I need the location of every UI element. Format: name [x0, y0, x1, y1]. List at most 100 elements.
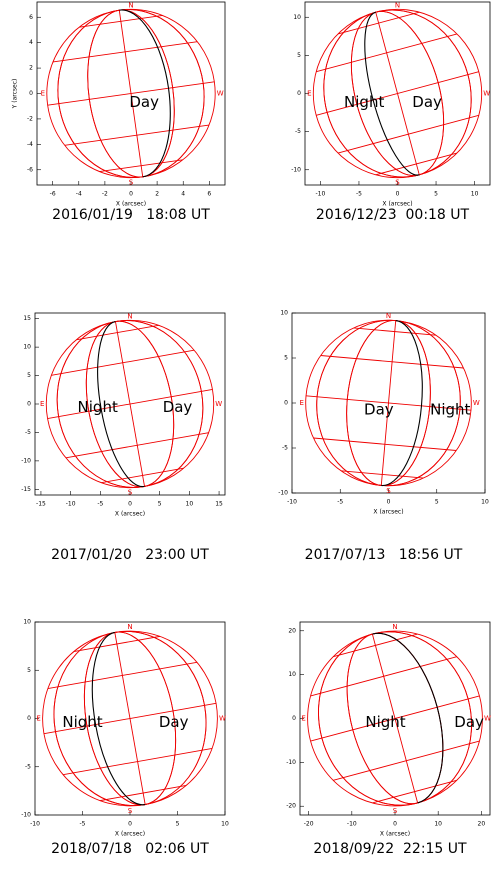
pole-label: N — [395, 1, 400, 9]
parallel — [305, 395, 472, 411]
y-tick-label: -10 — [278, 490, 288, 497]
region-label: Night — [62, 713, 102, 731]
parallel — [79, 15, 163, 28]
parallel — [51, 349, 195, 376]
pole-label: S — [393, 807, 398, 815]
region-label: Day — [412, 93, 442, 111]
pole-label: S — [129, 179, 134, 187]
globe — [312, 8, 483, 179]
y-tick-label: 10 — [23, 619, 31, 626]
x-tick-label: -6 — [50, 191, 56, 198]
x-tick-label: 0 — [128, 821, 132, 828]
x-axis-label: X (arcsec) — [380, 831, 410, 838]
y-tick-label: -15 — [21, 486, 31, 493]
terminator — [97, 321, 145, 488]
caption: 2018/07/18 02:06 UT — [51, 841, 209, 857]
parallel — [316, 33, 458, 73]
x-tick-label: -15 — [36, 501, 46, 508]
pole-label: N — [386, 312, 391, 320]
x-tick-label: 15 — [215, 501, 223, 508]
pole-label: E — [299, 399, 303, 407]
x-tick-label: 10 — [434, 821, 442, 828]
terminator — [91, 631, 146, 806]
parallel — [64, 124, 210, 146]
x-tick-label: -5 — [80, 821, 86, 828]
y-tick-label: -5 — [282, 445, 288, 452]
x-tick-label: -10 — [347, 821, 357, 828]
y-tick-label: -10 — [21, 457, 31, 464]
x-tick-label: 0 — [393, 821, 397, 828]
x-axis-label: X (arcsec) — [382, 201, 412, 208]
x-tick-label: -10 — [316, 191, 326, 198]
parallel — [65, 432, 209, 459]
terminator — [119, 9, 171, 178]
region-label: Day — [159, 713, 189, 731]
pole-label: W — [483, 90, 490, 98]
y-tick-label: 0 — [27, 401, 31, 408]
region-label: Night — [78, 398, 118, 416]
region-label: Night — [430, 401, 470, 419]
x-tick-label: -10 — [30, 821, 40, 828]
x-tick-label: 2 — [155, 191, 159, 198]
y-tick-label: 0 — [292, 715, 296, 722]
globe — [46, 8, 216, 179]
y-tick-label: -5 — [295, 128, 301, 135]
pole-label: S — [128, 489, 133, 497]
parallel — [52, 41, 198, 63]
x-tick-label: 0 — [387, 499, 391, 506]
parallel — [340, 470, 424, 479]
x-tick-label: 0 — [129, 191, 133, 198]
parallel — [101, 467, 184, 484]
pole-label: W — [217, 90, 224, 98]
pole-label: N — [127, 312, 132, 320]
pole-label: S — [128, 807, 133, 815]
pole-label: W — [473, 399, 480, 407]
x-tick-label: -4 — [76, 191, 82, 198]
y-tick-label: 5 — [27, 667, 31, 674]
y-tick-label: -20 — [286, 803, 296, 810]
y-tick-label: 10 — [280, 310, 288, 317]
y-tick-label: -4 — [27, 141, 33, 148]
y-tick-label: 6 — [29, 14, 33, 21]
pole-label: W — [215, 400, 222, 408]
parallel — [310, 695, 480, 742]
x-axis-label: X (arcsec) — [115, 511, 145, 518]
y-tick-label: -6 — [27, 166, 33, 173]
parallel — [333, 633, 418, 658]
x-tick-label: -10 — [287, 499, 297, 506]
caption: 2017/01/20 23:00 UT — [51, 547, 209, 563]
pole-label: N — [127, 623, 132, 631]
caption: 2017/07/13 18:56 UT — [305, 547, 463, 563]
globe — [305, 319, 472, 487]
parallel — [313, 437, 457, 451]
globe — [42, 630, 218, 807]
y-tick-label: -5 — [25, 429, 31, 436]
x-tick-label: 5 — [434, 191, 438, 198]
caption: 2016/01/19 18:08 UT — [52, 207, 210, 223]
terminator — [372, 632, 444, 804]
pole-label: E — [307, 90, 311, 98]
y-tick-label: 5 — [297, 52, 301, 59]
y-tick-label: 0 — [297, 90, 301, 97]
y-tick-label: 15 — [23, 315, 31, 322]
pole-label: W — [219, 715, 226, 723]
pole-label: N — [128, 1, 133, 9]
region-label: Day — [163, 398, 193, 416]
terminator — [364, 11, 420, 176]
y-tick-label: 10 — [288, 671, 296, 678]
parallel — [100, 785, 187, 802]
x-tick-label: 10 — [186, 501, 194, 508]
caption: 2018/09/22 22:15 UT — [313, 841, 467, 857]
y-tick-label: 5 — [284, 355, 288, 362]
globe — [307, 630, 483, 807]
y-tick-label: 10 — [293, 14, 301, 21]
pole-label: E — [36, 715, 40, 723]
y-tick-label: -10 — [286, 759, 296, 766]
y-tick-label: -10 — [291, 166, 301, 173]
parallel — [320, 355, 464, 369]
x-tick-label: 5 — [158, 501, 162, 508]
x-tick-label: 5 — [435, 499, 439, 506]
parallel — [73, 635, 160, 652]
x-tick-label: 10 — [221, 821, 229, 828]
